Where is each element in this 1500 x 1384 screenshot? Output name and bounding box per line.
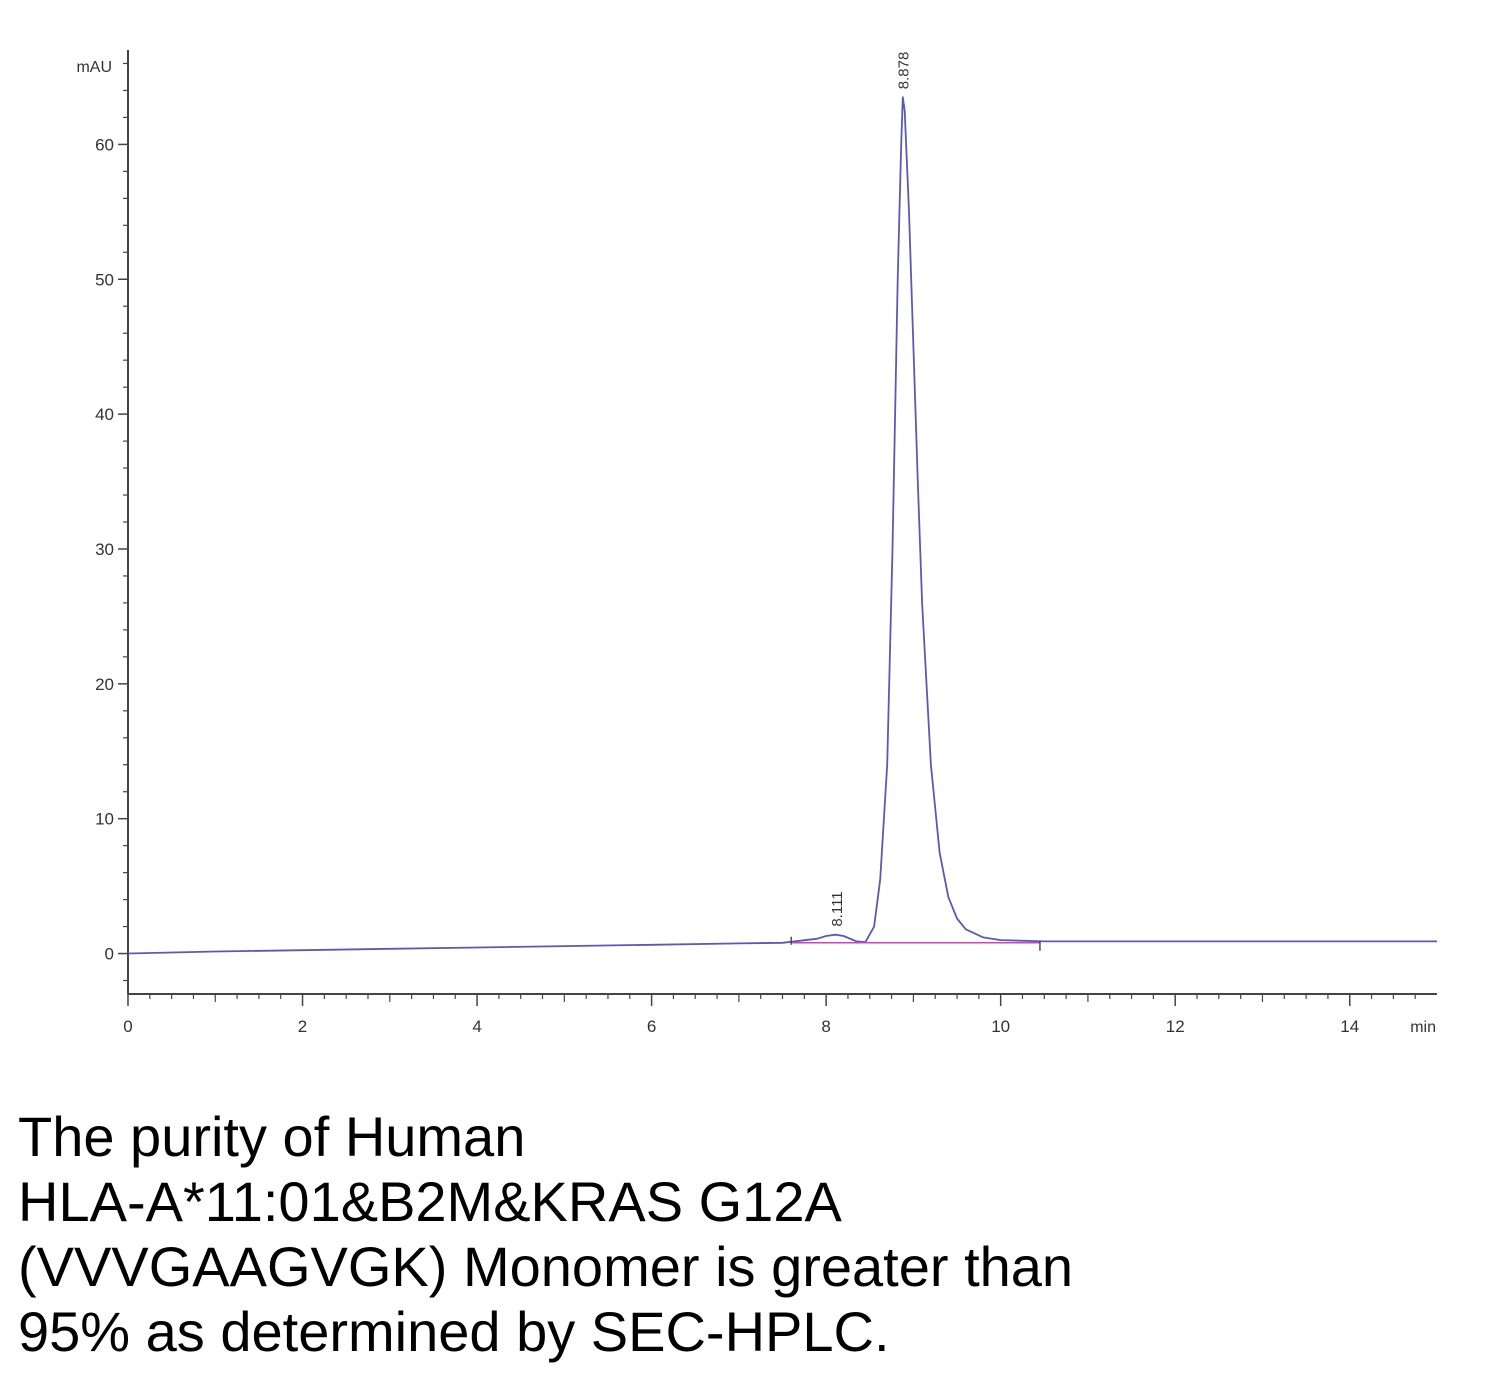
y-tick-label: 10: [95, 810, 114, 829]
caption-line-3: (VVVGAAGVGK) Monomer is greater than: [18, 1235, 1074, 1298]
y-tick-label: 20: [95, 675, 114, 694]
x-tick-label: 6: [647, 1017, 656, 1036]
traces: [127, 96, 1437, 955]
y-tick-label: 0: [105, 945, 114, 964]
x-axis-unit-label: min: [1410, 1019, 1436, 1036]
peak-label: 8.878: [896, 52, 913, 90]
labels: 0 10 20 30 40 50 60 0 2 4 6 8 10 12 14 mAU min 8.111 8.878: [76, 52, 1436, 1036]
chromatogram-trace: [127, 96, 1437, 955]
chromatogram-chart: 0 10 20 30 40 50 60 0 2 4 6 8 10 12 14 mAU min 8.111 8.878: [76, 50, 1437, 1036]
x-tick-label: 2: [298, 1017, 307, 1036]
y-tick-label: 50: [95, 270, 114, 289]
x-tick-label: 0: [123, 1017, 132, 1036]
caption-line-2: HLA-A*11:01&B2M&KRAS G12A: [18, 1170, 842, 1233]
caption-line-1: The purity of Human: [18, 1105, 526, 1168]
y-tick-label: 40: [95, 405, 114, 424]
y-tick-label: 30: [95, 540, 114, 559]
caption-line-4: 95% as determined by SEC-HPLC.: [18, 1300, 890, 1363]
x-tick-label: 10: [991, 1017, 1010, 1036]
y-tick-label: 60: [95, 135, 114, 154]
axes: [118, 50, 1437, 1006]
x-tick-label: 4: [472, 1017, 481, 1036]
caption: The purity of Human HLA-A*11:01&B2M&KRAS…: [18, 1104, 1478, 1364]
x-tick-label: 14: [1340, 1017, 1359, 1036]
peak-label: 8.111: [829, 891, 846, 926]
x-tick-label: 12: [1166, 1017, 1185, 1036]
x-tick-label: 8: [821, 1017, 830, 1036]
y-axis-unit-label: mAU: [76, 59, 112, 76]
